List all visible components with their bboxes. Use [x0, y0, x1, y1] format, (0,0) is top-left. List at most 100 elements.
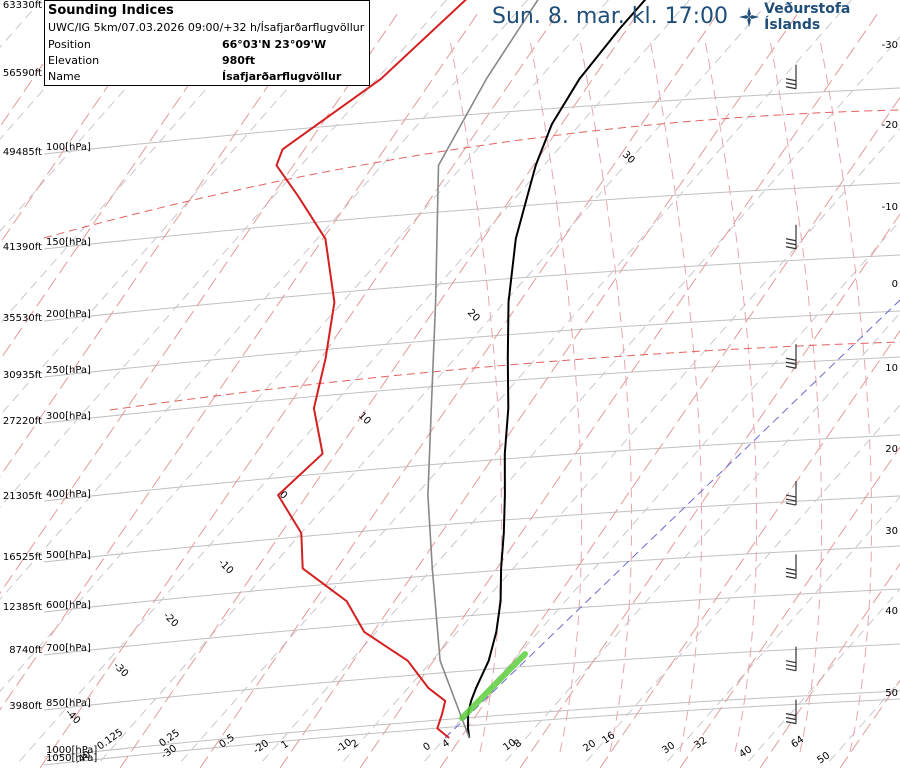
- height-label: 35530ft: [3, 313, 42, 324]
- bottom-axis-label: 2: [349, 738, 361, 751]
- dry-adiabat-line: [599, 329, 900, 768]
- reference-curve-upper: [43, 109, 900, 239]
- dry-adiabat-line: [0, 9, 161, 245]
- height-label: 30935ft: [3, 370, 42, 381]
- info-value-elevation: 980ft: [222, 54, 256, 67]
- dry-adiabat-line: [199, 9, 721, 768]
- dry-adiabat-line: [119, 9, 641, 768]
- wind-barb-feather: [785, 660, 797, 664]
- bottom-axis-label: 8: [512, 738, 524, 751]
- wind-barb-feather: [785, 361, 797, 365]
- info-subtitle: UWC/IG 5km/07.03.2026 09:00/+32 h/Ísafja…: [48, 21, 365, 34]
- chart-labels: 63330ft 56590ft 49485ft 41390ft 35530ft 30935…: [3, 0, 898, 767]
- pressure-label: 850[hPa]: [46, 698, 91, 709]
- isotherm-line: [505, 312, 900, 762]
- wind-barb-feather: [785, 567, 797, 571]
- isotherm-line: [262, 36, 900, 762]
- wind-barb-feather: [785, 242, 797, 246]
- bottom-axis-label: 64: [789, 734, 806, 750]
- wind-barb: [785, 481, 797, 506]
- isotherm-label: 0: [277, 489, 289, 501]
- bottom-axis-label: 30: [660, 740, 677, 756]
- isobar-line: [43, 310, 900, 378]
- wind-barb: [785, 699, 797, 725]
- pressure-label: 600[hPa]: [46, 600, 91, 611]
- height-label: 27220ft: [3, 416, 42, 427]
- height-label: 56590ft: [3, 68, 42, 79]
- right-axis-label: -20: [882, 120, 898, 131]
- brand-logo: Veðurstofa Íslands: [738, 1, 900, 33]
- isotherm-line: [343, 128, 900, 762]
- wind-barb-feather: [785, 721, 797, 725]
- dry-adiabat-line: [359, 9, 881, 768]
- snowflake-wind-icon: [738, 6, 760, 28]
- forecast-time-title: Sun. 8. mar. kl. 17:00: [492, 4, 728, 29]
- right-axis-label: 20: [885, 444, 898, 455]
- info-label-elevation: Elevation: [48, 54, 100, 67]
- bottom-axis-label: 1: [279, 739, 291, 752]
- wind-barb-feather: [785, 78, 797, 82]
- isobar-line: [43, 690, 900, 758]
- pressure-label: 250[hPa]: [46, 365, 91, 376]
- parcel-path-line: [427, 0, 539, 739]
- pressure-label: 500[hPa]: [46, 550, 91, 561]
- dry-adiabat-line: [279, 9, 801, 768]
- bottom-axis-label: 16: [600, 730, 617, 746]
- pressure-label: 300[hPa]: [46, 411, 91, 422]
- wind-barb: [785, 224, 797, 250]
- wind-barb-feather: [785, 246, 797, 250]
- right-axis-label: -30: [882, 40, 898, 51]
- isobar-line: [43, 495, 900, 563]
- isotherm-line: [424, 220, 900, 762]
- isotherm-line: [100, 0, 772, 762]
- dry-adiabat-line: [0, 9, 401, 594]
- pressure-label: 200[hPa]: [46, 309, 91, 320]
- right-axis-label: 30: [885, 526, 898, 537]
- right-axis-label: 10: [885, 363, 898, 374]
- isotherm-label: -20: [161, 610, 180, 629]
- moist-adiabat-line: [819, 39, 873, 753]
- moist-adiabat-line: [704, 39, 758, 753]
- info-value-name: Ísafjarðarflugvöllur: [222, 70, 342, 83]
- right-axis-label: 0: [892, 279, 898, 290]
- isotherm-label: -30: [111, 660, 130, 679]
- bottom-axis-label: 0.5: [217, 732, 236, 750]
- isobar-line: [43, 182, 900, 250]
- height-label: 3980ft: [9, 701, 42, 712]
- dry-adiabat-line: [679, 446, 900, 768]
- info-label-position: Position: [48, 38, 91, 51]
- info-label-name: Name: [48, 70, 81, 83]
- isotherm-line: [19, 0, 691, 762]
- dry-adiabat-line: [439, 96, 900, 768]
- wind-barb-feather: [785, 664, 797, 668]
- right-axis-label: 40: [885, 606, 898, 617]
- lcl-band: [459, 651, 528, 721]
- wind-barb-feather: [785, 357, 797, 361]
- info-title: Sounding Indices: [48, 3, 174, 18]
- pressure-label: 150[hPa]: [46, 237, 91, 248]
- info-value-position: 66°03'N 23°09'W: [222, 38, 327, 51]
- right-axis-label: 50: [885, 688, 898, 699]
- wind-barb-feather: [785, 494, 797, 498]
- wind-barb: [785, 646, 797, 672]
- bottom-axis-label: 50: [815, 750, 832, 766]
- bottom-axis-label: 4: [440, 738, 452, 751]
- sounding-info-box: Sounding Indices UWC/IG 5km/07.03.2026 0…: [44, 0, 370, 86]
- dry-adiabat-line: [0, 9, 481, 711]
- chart-series: [275, 0, 647, 739]
- height-label: 63330ft: [3, 0, 42, 11]
- isobar-line: [43, 588, 900, 656]
- isotherm-line: [0, 0, 367, 417]
- pressure-label: 700[hPa]: [46, 643, 91, 654]
- wind-barb-feather: [785, 668, 797, 672]
- height-label: 21305ft: [3, 491, 42, 502]
- wind-barb-feather: [785, 571, 797, 575]
- pressure-label: 1050[hPa]: [46, 753, 97, 764]
- wind-barb-feather: [785, 575, 797, 579]
- isobar-line: [43, 545, 900, 613]
- height-label: 16525ft: [3, 552, 42, 563]
- isotherm-label: 10: [356, 410, 373, 427]
- pressure-label: 400[hPa]: [46, 489, 91, 500]
- dry-adiabat-line: [519, 213, 900, 768]
